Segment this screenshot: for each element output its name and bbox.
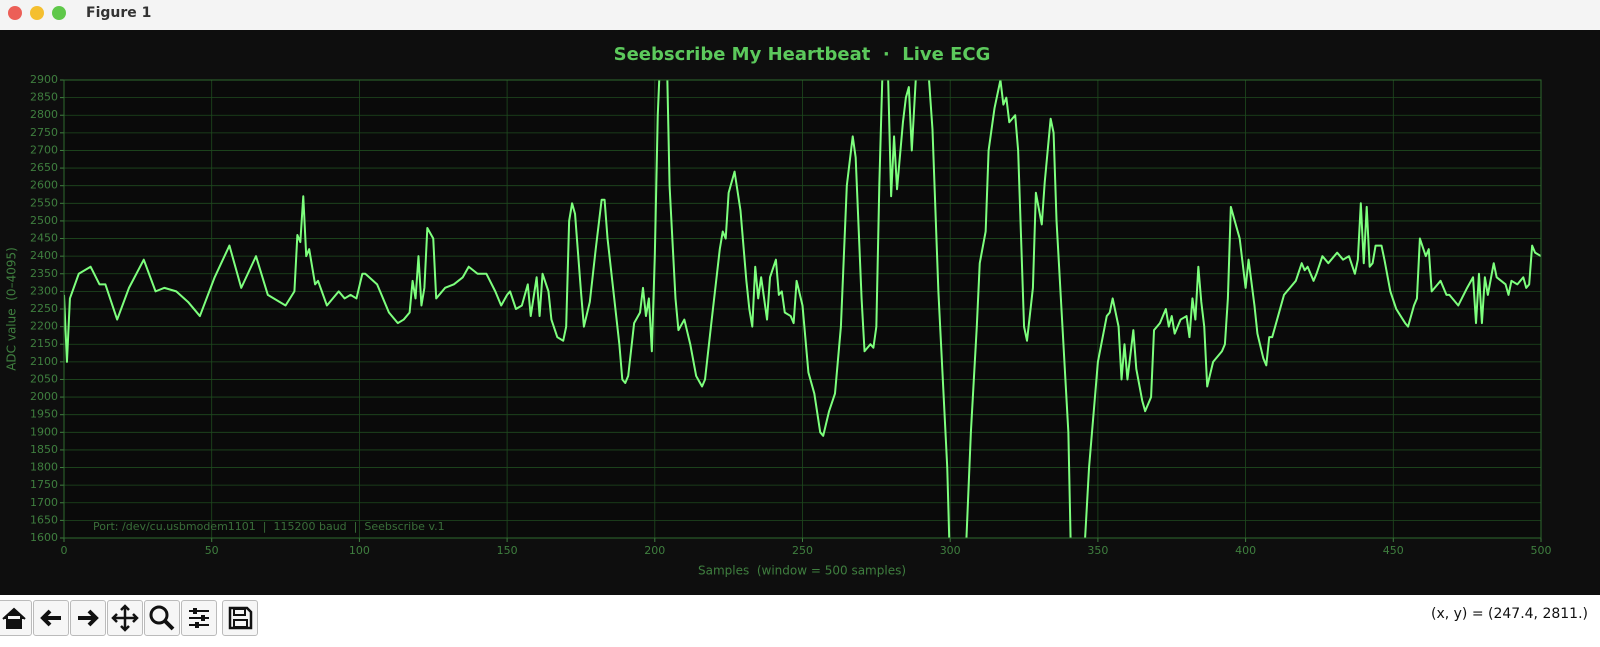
- save-button[interactable]: [222, 600, 258, 636]
- forward-button[interactable]: [70, 600, 106, 636]
- y-tick-label: 2500: [30, 214, 58, 227]
- y-tick-label: 2350: [30, 267, 58, 280]
- y-tick-label: 2400: [30, 249, 58, 262]
- y-tick-label: 2850: [30, 91, 58, 104]
- y-tick-label: 1900: [30, 425, 58, 438]
- y-tick-label: 1750: [30, 478, 58, 491]
- minimize-button[interactable]: [30, 6, 44, 20]
- x-tick-label: 300: [940, 544, 961, 557]
- x-tick-label: 500: [1531, 544, 1552, 557]
- chart-title: Seebscribe My Heartbeat · Live ECG: [614, 44, 991, 65]
- window-title: Figure 1: [86, 5, 152, 21]
- cursor-coordinates: (x, y) = (247.4, 2811.): [1430, 606, 1588, 622]
- y-tick-label: 2150: [30, 337, 58, 350]
- y-tick-label: 2050: [30, 372, 58, 385]
- title-bar: Figure 1: [0, 0, 1600, 31]
- x-tick-label: 250: [792, 544, 813, 557]
- y-tick-label: 2450: [30, 232, 58, 245]
- home-button[interactable]: [0, 600, 32, 636]
- y-tick-label: 2700: [30, 143, 58, 156]
- x-tick-label: 150: [497, 544, 518, 557]
- y-tick-label: 1650: [30, 513, 58, 526]
- toolbar: (x, y) = (247.4, 2811.): [0, 595, 1600, 647]
- ecg-line: [64, 80, 1541, 538]
- y-tick-label: 2550: [30, 196, 58, 209]
- x-tick-label: 350: [1087, 544, 1108, 557]
- x-tick-label: 400: [1235, 544, 1256, 557]
- x-tick-label: 200: [644, 544, 665, 557]
- x-tick-label: 450: [1383, 544, 1404, 557]
- x-tick-label: 0: [61, 544, 68, 557]
- zoom-tool-button[interactable]: [144, 600, 180, 636]
- y-tick-label: 1800: [30, 461, 58, 474]
- y-tick-label: 2650: [30, 161, 58, 174]
- y-tick-label: 2200: [30, 320, 58, 333]
- y-tick-label: 2800: [30, 108, 58, 121]
- y-tick-label: 2900: [30, 73, 58, 86]
- y-tick-label: 1700: [30, 496, 58, 509]
- configure-button[interactable]: [181, 600, 217, 636]
- y-tick-label: 2750: [30, 126, 58, 139]
- y-tick-label: 1850: [30, 443, 58, 456]
- pan-button[interactable]: [107, 600, 143, 636]
- x-tick-label: 50: [205, 544, 219, 557]
- x-tick-label: 100: [349, 544, 370, 557]
- y-tick-label: 2000: [30, 390, 58, 403]
- y-tick-label: 2300: [30, 284, 58, 297]
- y-axis-label: ADC value (0–4095): [5, 247, 19, 371]
- zoom-button[interactable]: [52, 6, 66, 20]
- x-axis-label: Samples (window = 500 samples): [698, 564, 906, 578]
- figure: Seebscribe My Heartbeat · Live ECG Sampl…: [0, 30, 1600, 595]
- y-tick-label: 2600: [30, 179, 58, 192]
- close-button[interactable]: [8, 6, 22, 20]
- y-tick-label: 2100: [30, 355, 58, 368]
- back-button[interactable]: [33, 600, 69, 636]
- plot-frame: [63, 79, 1542, 539]
- y-tick-label: 2250: [30, 302, 58, 315]
- annotation: Port: /dev/cu.usbmodem1101 | 115200 baud…: [93, 520, 445, 533]
- y-tick-label: 1950: [30, 408, 58, 421]
- y-tick-label: 1600: [30, 531, 58, 544]
